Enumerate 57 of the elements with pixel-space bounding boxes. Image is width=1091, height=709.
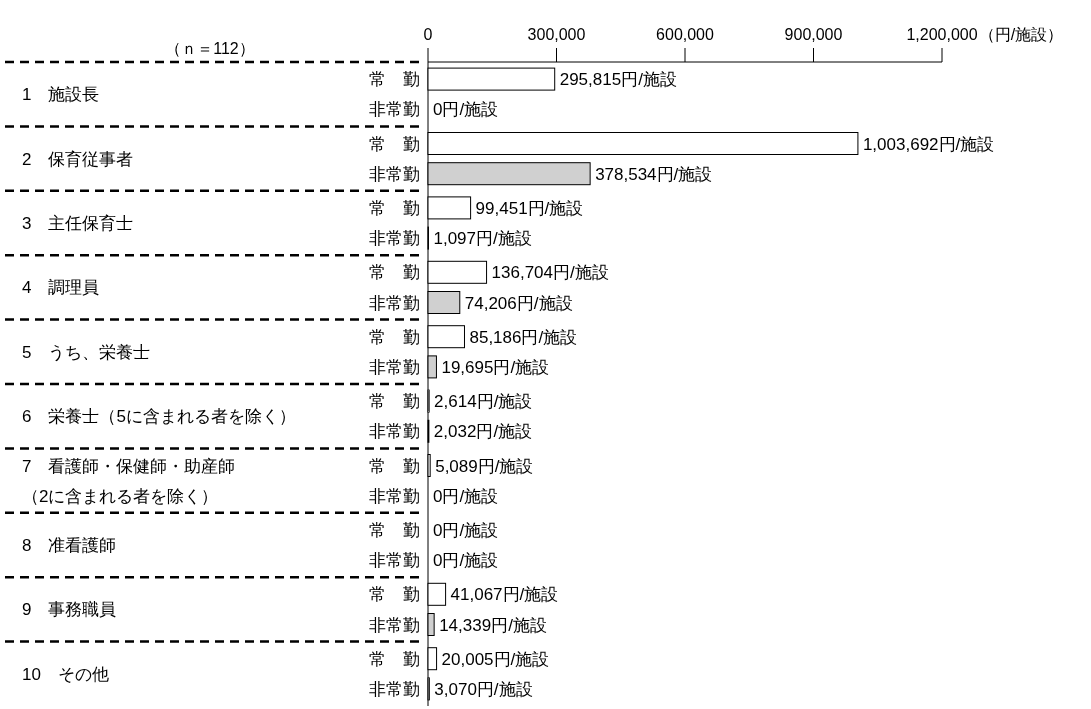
text: 非常勤 <box>369 486 420 506</box>
ytick: 4 調理員 <box>22 278 100 298</box>
ytick: 7 看護師・保健師・助産師（2に含まれる者を除く） <box>22 456 236 506</box>
data-label: 2,032円/施設 <box>433 422 533 442</box>
data-label: 378,534円/施設 <box>595 164 713 184</box>
data-label: 1,097円/施設 <box>433 229 532 249</box>
text: 非常勤 <box>369 422 420 442</box>
data-label: 0円/施設 <box>433 520 499 540</box>
text: 非常勤 <box>369 100 420 120</box>
data-label: 3,070円/施設 <box>434 679 533 699</box>
text: （ｎ＝112） <box>165 40 255 57</box>
xtick: 300,000 <box>527 26 586 43</box>
ytick: 6 栄養士（5に含まれる者を除く） <box>22 407 296 427</box>
text: 常 勤 <box>369 456 420 476</box>
data-label: 19,695円/施設 <box>441 357 550 377</box>
data-label: 136,704円/施設 <box>491 263 609 283</box>
text: 常 勤 <box>369 649 420 669</box>
text: 常 勤 <box>369 392 420 412</box>
data-label: 85,186円/施設 <box>469 327 578 347</box>
xtick: 600,000 <box>656 26 714 43</box>
xtick: 0 <box>423 26 433 43</box>
data-label: 295,815円/施設 <box>559 70 677 90</box>
data-label: 0円/施設 <box>433 486 499 506</box>
text: 常 勤 <box>369 327 420 347</box>
ytick: 9 事務職員 <box>22 600 117 620</box>
text: 非常勤 <box>369 293 420 313</box>
series-label: 非常勤 <box>369 164 420 184</box>
data-label: 5,089円/施設 <box>435 456 534 476</box>
text: 常 勤 <box>369 134 420 154</box>
ytick: 3 主任保育士 <box>22 214 134 233</box>
xtick: 900,000 <box>784 26 843 43</box>
ytick: 1 施設長 <box>22 85 100 105</box>
text: 常 勤 <box>369 198 420 218</box>
text: 非常勤 <box>369 357 420 377</box>
text: 非常勤 <box>369 615 420 635</box>
data-label: 1,003,692円/施設 <box>862 134 995 154</box>
data-label: 20,005円/施設 <box>441 649 550 669</box>
data-label: 74,206円/施設 <box>464 293 573 313</box>
xtick: 1,200,000 <box>906 26 978 43</box>
ytick: 8 准看護師 <box>22 536 117 555</box>
ytick: 10 その他 <box>22 664 109 684</box>
data-label: 14,339円/施設 <box>439 615 547 635</box>
text: 常 勤 <box>369 520 420 540</box>
data-label: 99,451円/施設 <box>475 198 584 218</box>
data-label: 0円/施設 <box>433 551 499 571</box>
xlabel: （円/施設） <box>978 26 1064 43</box>
data-label: 41,067円/施設 <box>450 585 559 605</box>
series-label: 常 勤 <box>369 70 420 90</box>
text: 非常勤 <box>369 551 420 571</box>
text: 非常勤 <box>369 229 420 249</box>
text: 非常勤 <box>369 679 420 699</box>
ytick: 2 保育従事者 <box>22 149 134 169</box>
ytick: 5 うち、栄養士 <box>22 342 151 362</box>
text: 常 勤 <box>369 263 420 283</box>
text: 常 勤 <box>369 585 420 605</box>
data-label: 0円/施設 <box>433 100 499 120</box>
data-label: 2,614円/施設 <box>434 392 533 412</box>
